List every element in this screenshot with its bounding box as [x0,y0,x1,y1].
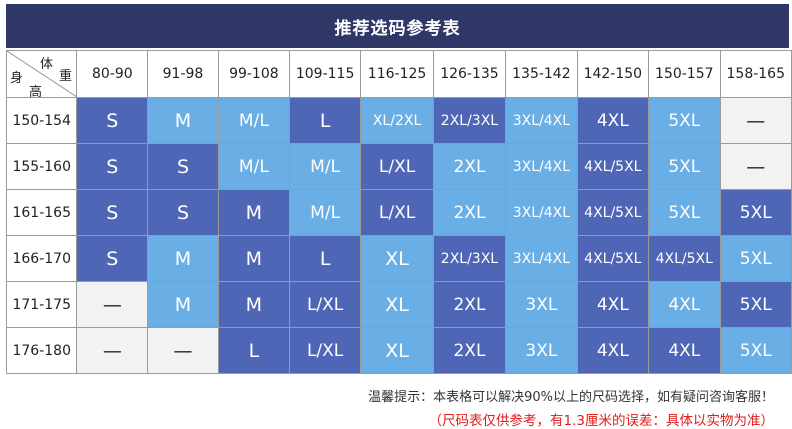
corner-height-label-2: 高 [29,85,43,98]
table-row: 171-175— M M L/XL XL 2XL 3XL 4XL 4XL 5XL [5,281,792,328]
notes: 温馨提示：本表格可以解决90%以上的尺码选择，如有疑问咨询客服！ （尺码表仅供参… [368,386,774,429]
size-cell: 5XL [648,143,721,190]
weight-header: 158-165 [719,50,792,98]
weight-header: 126-135 [432,50,507,98]
size-cell: 3XL [505,281,578,328]
table-body: 150-154 S M M/L L XL/2XL 2XL/3XL 3XL/4XL 4XL 5XL —… [5,97,792,374]
weight-header: 150-157 [648,50,721,98]
size-cell: L/XL [288,327,362,374]
size-cell: M/L [288,189,362,236]
size-cell: S [147,143,219,190]
height-header: 171-175 [5,281,78,328]
table-row: 176-180— — L L/XL XL 2XL 3XL 4XL 4XL 5XL [5,327,792,374]
height-header: 176-180 [5,327,78,374]
size-cell: M [217,281,290,328]
header-row: 体 重 身 高 80-90 91-98 99-108 109-115 116-125 12… [5,50,792,98]
size-cell: 4XL [576,281,650,328]
size-cell: M [147,281,219,328]
size-cell: S [76,143,149,190]
size-cell: M [147,97,219,144]
size-cell: M [147,235,219,282]
size-cell: 4XL/5XL [576,189,650,236]
weight-header: 109-115 [288,50,362,98]
height-header: 161-165 [5,189,78,236]
size-cell: 2XL [432,143,507,190]
size-cell: M/L [217,143,290,190]
size-cell: — [76,327,149,374]
size-chart-table: 体 重 身 高 80-90 91-98 99-108 109-115 116-125 12… [5,50,792,374]
size-cell: — [147,327,219,374]
table-row: 166-170 S M M L XL 2XL/3XL 3XL/4XL 4XL/5XL 4XL/5X… [5,235,792,282]
size-cell: 5XL [719,189,792,236]
weight-header: 80-90 [76,50,149,98]
weight-header: 91-98 [147,50,219,98]
table-title: 推荐选码参考表 [6,4,789,48]
size-cell: XL [360,327,434,374]
height-header: 155-160 [5,143,78,190]
weight-header: 135-142 [505,50,578,98]
size-cell: 2XL [432,327,507,374]
corner-weight-label-2: 重 [59,69,73,84]
size-cell: 5XL [648,97,721,144]
size-cell: L [288,235,362,282]
size-cell: M [217,235,290,282]
size-cell: 2XL/3XL [432,235,507,282]
corner-weight-label-1: 体 [40,57,54,72]
size-cell: 5XL [719,235,792,282]
size-cell: 3XL [505,327,578,374]
size-cell: L [217,327,290,374]
height-header: 166-170 [5,235,78,282]
size-cell: L [288,97,362,144]
size-cell: M/L [288,143,362,190]
size-cell: 2XL [432,281,507,328]
size-cell: 2XL/3XL [432,97,507,144]
size-cell: 3XL/4XL [505,235,578,282]
size-cell: M [217,189,290,236]
height-header: 150-154 [5,97,78,144]
disclaimer-note: （尺码表仅供参考，有1.3厘米的误差：具体以实物为准） [428,413,774,429]
size-cell: 3XL/4XL [505,189,578,236]
size-cell: 5XL [719,281,792,328]
table-row: 155-160 S S M/L M/L L/XL 2XL 3XL/4XL 4XL/5XL 5XL — [5,143,792,190]
size-cell: 4XL [648,281,721,328]
size-cell: XL [360,281,434,328]
size-cell: 4XL [648,327,721,374]
size-cell: XL/2XL [360,97,434,144]
size-cell: 4XL/5XL [576,235,650,282]
size-cell: L/XL [360,143,434,190]
size-cell: L/XL [288,281,362,328]
table-row: 161-165 S S M M/L L/XL 2XL 3XL/4XL 4XL/5XL 5XL 5XL [5,189,792,236]
size-cell: — [719,97,792,144]
size-cell: XL [360,235,434,282]
corner-height-label-1: 身 [10,71,24,86]
size-cell: 4XL/5XL [576,143,650,190]
size-cell: 2XL [432,189,507,236]
size-cell: S [76,235,149,282]
size-cell: — [76,281,149,328]
weight-header: 99-108 [217,50,290,98]
corner-header: 体 重 身 高 [5,50,78,98]
size-cell: S [76,97,149,144]
size-cell: L/XL [360,189,434,236]
size-cell: 4XL [576,327,650,374]
size-cell: 5XL [719,327,792,374]
tip-note: 温馨提示：本表格可以解决90%以上的尺码选择，如有疑问咨询客服！ [368,390,774,405]
table-row: 150-154 S M M/L L XL/2XL 2XL/3XL 3XL/4XL 4XL 5XL — [5,97,792,144]
size-cell: S [147,189,219,236]
size-cell: 3XL/4XL [505,143,578,190]
size-cell: M/L [217,97,290,144]
size-cell: 3XL/4XL [505,97,578,144]
size-cell: 4XL [576,97,650,144]
weight-header: 116-125 [360,50,434,98]
size-cell: — [719,143,792,190]
size-cell: 5XL [648,189,721,236]
weight-header: 142-150 [576,50,650,98]
diagonal-divider [7,51,76,97]
size-cell: S [76,189,149,236]
size-cell: 4XL/5XL [648,235,721,282]
